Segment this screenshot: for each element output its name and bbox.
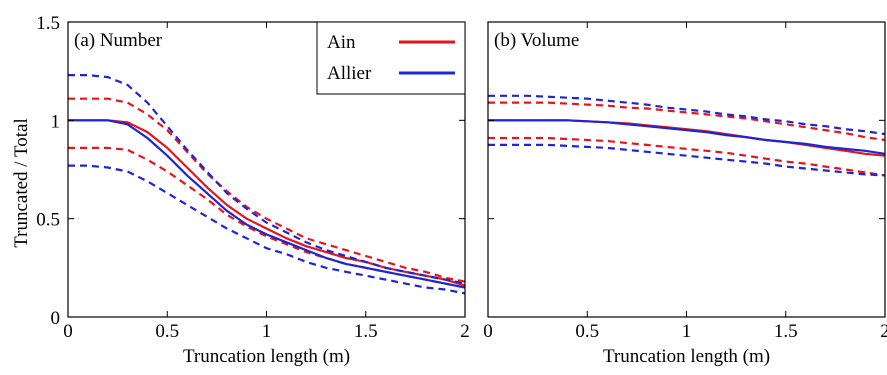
series-ain-dashed-line	[488, 136, 885, 177]
x-tick-label: 1	[262, 321, 272, 342]
x-tick-label: 0	[63, 321, 73, 342]
series-allier-solid-line	[488, 119, 885, 155]
x-axis-label: Truncation length (m)	[603, 346, 770, 367]
y-tick-label: 0.5	[36, 210, 60, 231]
series-group	[68, 73, 465, 295]
legend-label-ain: Ain	[327, 32, 356, 53]
series-allier-dashed-line	[488, 94, 885, 136]
y-tick-label: 0	[51, 308, 61, 329]
panel-volume: 0 0.5 1 1.5 2 Truncation length (m) (b) Volume	[483, 21, 887, 367]
series-allier-dashed-line	[488, 143, 885, 177]
series-allier-solid-line	[68, 119, 465, 289]
y-axis-label: Truncated / Total	[11, 118, 32, 248]
series-allier-dashed-line	[68, 73, 465, 285]
x-tick-label: 2	[460, 321, 470, 342]
series-ain-solid-line	[68, 119, 465, 287]
series-group	[488, 94, 885, 177]
legend-box	[316, 21, 466, 95]
legend: Ain Allier	[316, 21, 466, 95]
y-tick-label: 1.5	[36, 13, 60, 34]
x-tick-label: 0	[483, 321, 493, 342]
x-tick-label: 1.5	[354, 321, 378, 342]
series-ain-dashed-line	[68, 97, 465, 283]
x-tick-label: 0.5	[155, 321, 179, 342]
series-allier-dashed-line	[68, 164, 465, 295]
x-axis-label: Truncation length (m)	[183, 346, 350, 367]
x-tick-label: 1.5	[774, 321, 798, 342]
x-tick-label: 2	[880, 321, 887, 342]
y-tick-label: 1	[51, 111, 61, 132]
panel-label: (a) Number	[74, 30, 163, 51]
x-tick-label: 0.5	[575, 321, 599, 342]
x-tick-label: 1	[682, 321, 692, 342]
series-ain-dashed-line	[488, 101, 885, 142]
legend-label-allier: Allier	[327, 63, 372, 84]
panel-label: (b) Volume	[494, 30, 579, 51]
